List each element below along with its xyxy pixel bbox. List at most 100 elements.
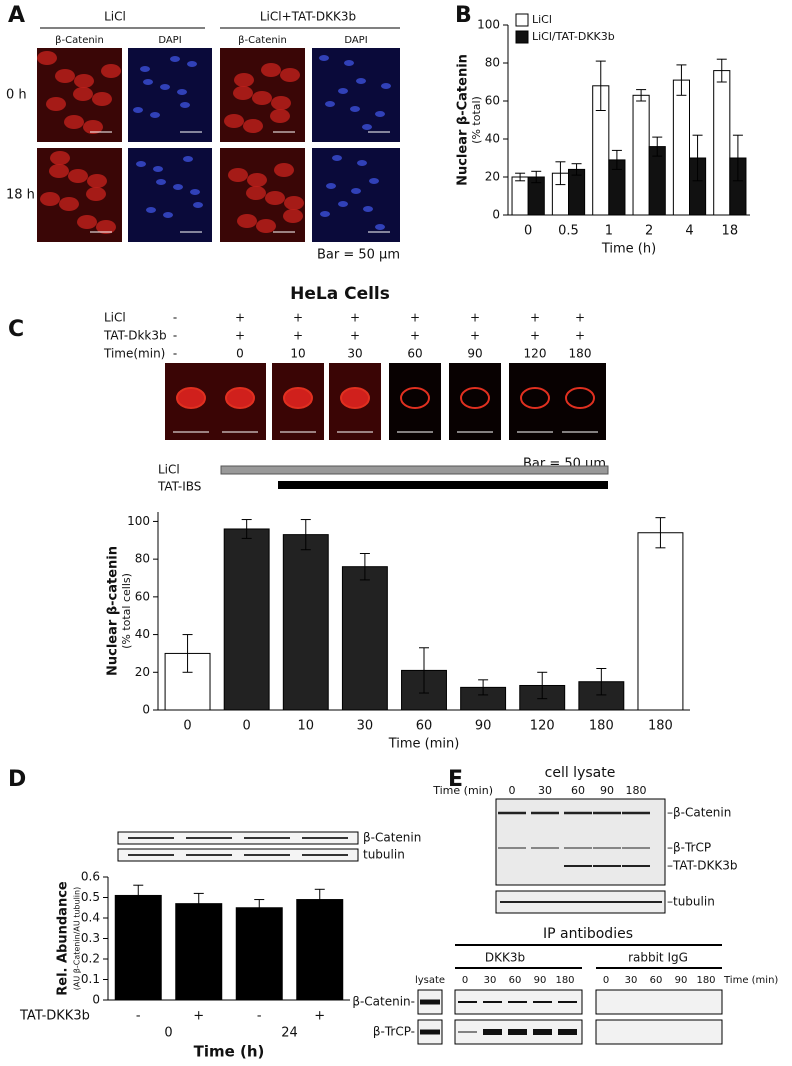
y-tick-label: 0.1 (81, 972, 100, 986)
cell (68, 169, 88, 183)
row-value: + (410, 311, 420, 325)
x-tick-label: + (314, 1009, 325, 1024)
blot-label: tubulin (363, 848, 405, 862)
y-tick-label: 20 (135, 665, 150, 679)
cell (351, 188, 361, 194)
x-axis-label: Time (min) (388, 737, 460, 752)
cell (86, 187, 106, 201)
scale-label: Bar = 50 μm (317, 248, 400, 263)
cell (101, 64, 121, 78)
cell (177, 89, 187, 95)
bar (713, 70, 731, 216)
panel-letter: A (8, 3, 25, 28)
time-value: 180 (555, 975, 574, 986)
cell (173, 184, 183, 190)
micrograph (389, 363, 441, 440)
x-tick-label: + (193, 1009, 204, 1024)
row-value: + (575, 329, 585, 343)
bar (296, 899, 344, 1001)
row-value: 180 (569, 347, 592, 361)
time-label: Time (min) (432, 784, 493, 797)
row-label: 18 h (6, 188, 35, 203)
y-tick-label: 0.6 (81, 870, 100, 884)
chart-title: HeLa Cells (290, 284, 390, 304)
x-tick-label: 0 (183, 719, 191, 734)
y-axis-label: Rel. Abundance (56, 881, 71, 996)
cell (163, 212, 173, 218)
row-label: β-TrCP- (373, 1025, 415, 1039)
y-tick-label: 0 (142, 703, 150, 717)
cell (369, 178, 379, 184)
micrograph (509, 363, 561, 440)
x-tick-label: 60 (416, 719, 433, 734)
cell (237, 214, 257, 228)
cell (270, 109, 290, 123)
row-label: Time(min) (103, 347, 165, 361)
cell (261, 63, 281, 77)
cell (319, 55, 329, 61)
cell (362, 124, 372, 130)
cell (140, 66, 150, 72)
y-axis-sublabel: (AU β-Catenin/AU tubulin) (73, 887, 82, 990)
cell (40, 192, 60, 206)
row-value: + (410, 329, 420, 343)
time-value: 60 (509, 975, 522, 986)
micrograph (312, 148, 400, 242)
y-tick-label: 0.5 (81, 890, 100, 904)
row-value: + (575, 311, 585, 325)
cell (87, 174, 107, 188)
legend-label: LiCl (532, 13, 552, 26)
blot (595, 989, 723, 1015)
row-label: LiCl (104, 311, 126, 325)
bar (648, 146, 666, 216)
cell (133, 107, 143, 113)
cell (356, 78, 366, 84)
cell (340, 387, 370, 409)
cell (375, 224, 385, 230)
time-value: 0 (603, 975, 609, 986)
blot (117, 831, 359, 845)
blot-label: β-Catenin (363, 831, 421, 845)
cell (73, 87, 93, 101)
y-axis-label: Nuclear β-Catenin (456, 54, 471, 186)
y-tick-label: 40 (135, 627, 150, 641)
stain-label: β-Catenin (238, 35, 287, 46)
time-value: 30 (538, 784, 552, 797)
time-value: 180 (626, 784, 647, 797)
cell (224, 114, 244, 128)
row-value: 60 (407, 347, 422, 361)
ip-title: IP antibodies (543, 926, 633, 942)
time-value: 0 (462, 975, 468, 986)
bar (175, 903, 223, 1001)
row-value: - (173, 311, 177, 325)
treatment-bar (278, 481, 608, 489)
band-label: –TAT-DKK3b (667, 859, 737, 873)
cell (150, 112, 160, 118)
stain-label: DAPI (344, 35, 367, 46)
cell (225, 387, 255, 409)
y-tick-label: 40 (485, 132, 500, 146)
y-axis-sublabel: (% total) (470, 96, 483, 144)
row-value: - (173, 329, 177, 343)
stain-label: DAPI (158, 35, 181, 46)
y-tick-label: 0 (492, 208, 500, 222)
cell (375, 111, 385, 117)
cell (338, 201, 348, 207)
ip-group: rabbit IgG (628, 951, 688, 965)
y-tick-label: 100 (127, 514, 150, 528)
bar (341, 566, 388, 711)
row-value: + (235, 311, 245, 325)
cell (180, 102, 190, 108)
x-axis-label: Time (h) (194, 1043, 265, 1061)
group-label: 24 (281, 1026, 298, 1041)
cell (256, 219, 276, 233)
cell (55, 69, 75, 83)
y-tick-label: 0.3 (81, 931, 100, 945)
micrograph (312, 48, 400, 142)
cell (153, 166, 163, 172)
cell (284, 196, 304, 210)
row-value: + (293, 329, 303, 343)
cell (400, 387, 430, 409)
cell (92, 92, 112, 106)
